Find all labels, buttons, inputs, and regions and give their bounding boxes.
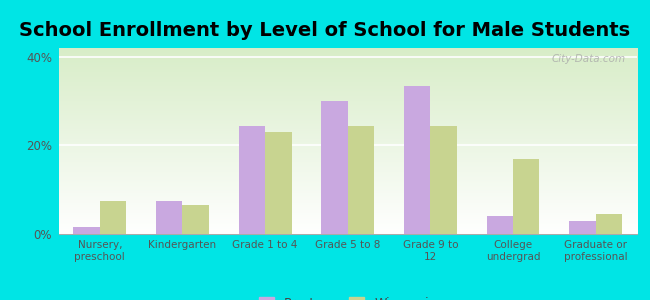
Bar	[348, 125, 374, 234]
Bar	[430, 125, 457, 234]
Bar	[513, 159, 540, 234]
Bar	[73, 227, 100, 234]
Bar	[239, 125, 265, 234]
Bar	[487, 216, 513, 234]
Bar	[321, 101, 348, 234]
Bar	[569, 221, 595, 234]
Text: City-Data.com: City-Data.com	[551, 54, 625, 64]
Bar	[404, 85, 430, 234]
Bar	[265, 132, 292, 234]
Bar	[100, 201, 126, 234]
Legend: Preston, Wisconsin: Preston, Wisconsin	[254, 292, 442, 300]
Bar	[183, 205, 209, 234]
Text: School Enrollment by Level of School for Male Students: School Enrollment by Level of School for…	[20, 21, 630, 40]
Bar	[156, 201, 183, 234]
Bar	[595, 214, 622, 234]
